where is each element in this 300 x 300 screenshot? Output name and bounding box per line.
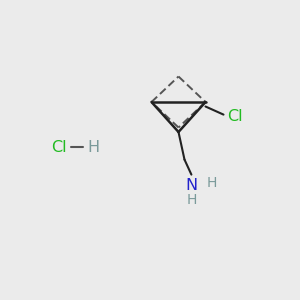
Text: H: H	[207, 176, 217, 190]
Text: N: N	[185, 178, 197, 193]
Text: Cl: Cl	[227, 109, 243, 124]
Text: Cl: Cl	[51, 140, 66, 154]
Text: H: H	[186, 193, 197, 207]
Text: H: H	[87, 140, 99, 154]
